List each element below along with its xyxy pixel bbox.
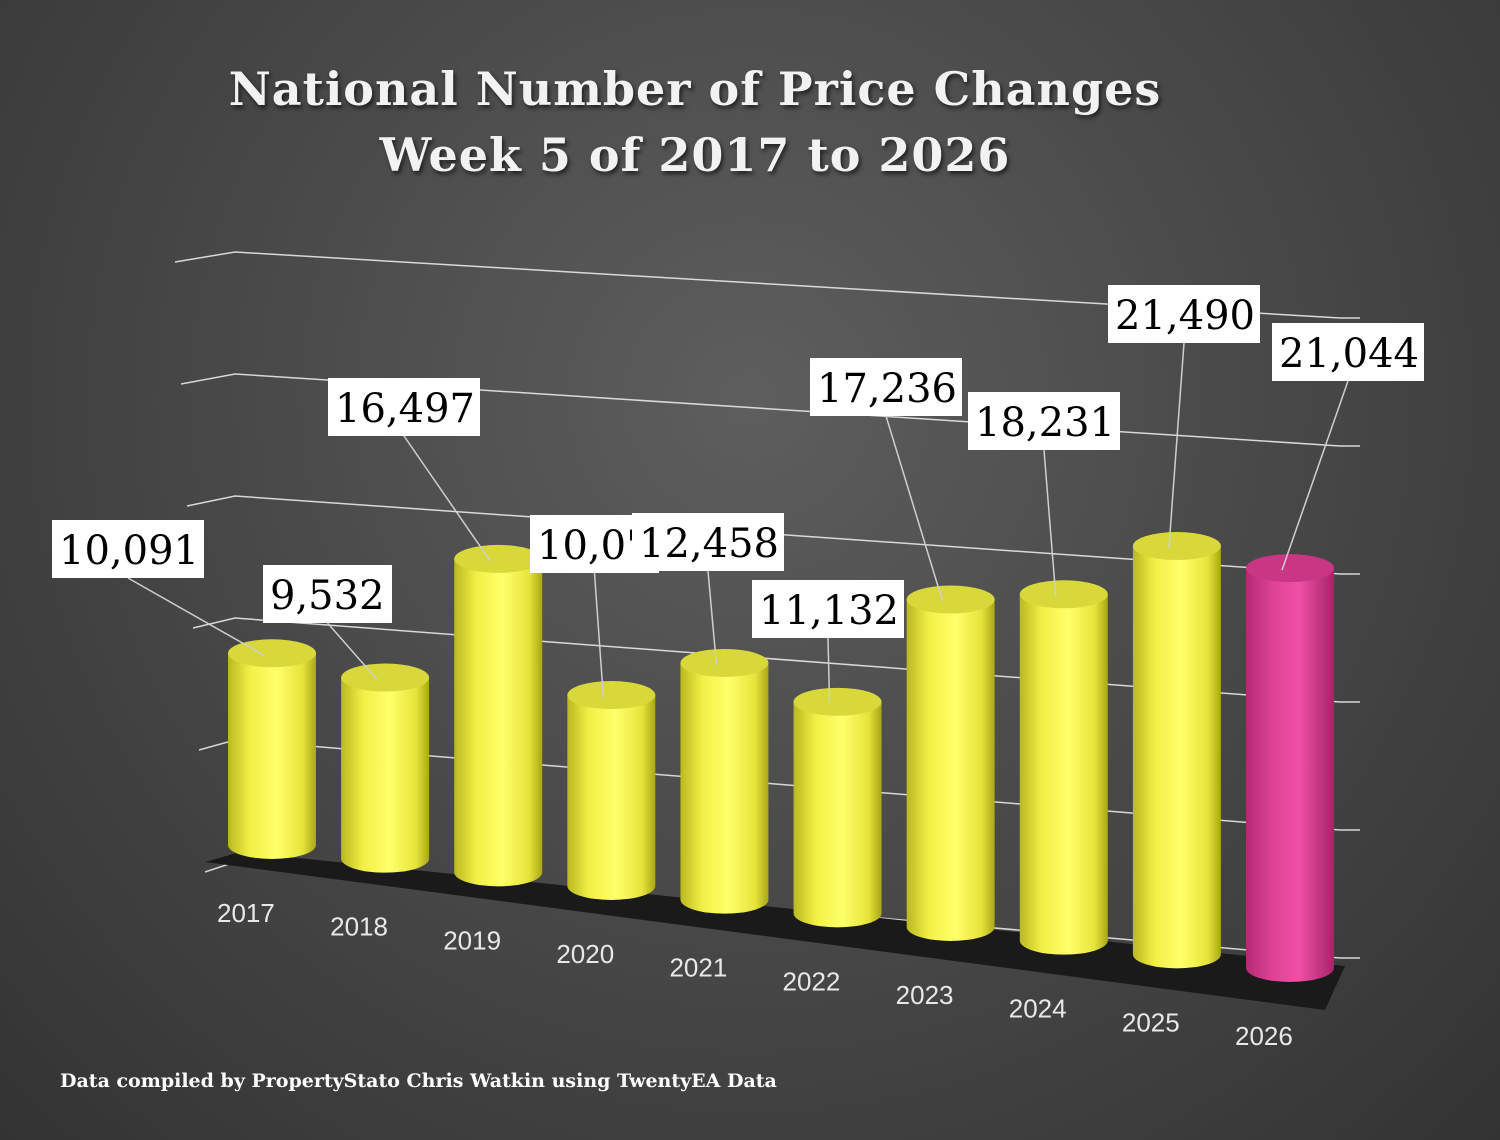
- leader-line: [593, 572, 605, 698]
- bar-2022: [793, 687, 882, 928]
- bar-2025: [1132, 532, 1221, 969]
- leader-line: [885, 415, 944, 602]
- gridline: [186, 495, 1360, 575]
- bar-top: [1246, 554, 1334, 583]
- data-label-2025: 21,490: [1108, 285, 1260, 343]
- data-label-box: [263, 565, 392, 623]
- x-tick-2020: 2020: [556, 939, 614, 969]
- bar-body: [1132, 546, 1221, 969]
- gridline: [192, 617, 1360, 703]
- data-label-text: 21,490: [1115, 293, 1255, 339]
- data-label-text: 10,0': [537, 523, 637, 569]
- data-label-text: 10,091: [59, 528, 199, 574]
- data-label-box: [810, 358, 962, 416]
- bar-body: [454, 558, 543, 887]
- bar-body: [1019, 594, 1108, 955]
- bar-2024: [1019, 580, 1108, 955]
- data-label-box: [1272, 323, 1424, 381]
- bar-2021: [680, 648, 769, 914]
- x-tick-2019: 2019: [443, 925, 501, 955]
- chart-title: National Number of Price Changes: [228, 62, 1162, 116]
- bar-top: [793, 687, 882, 716]
- bar-body: [341, 677, 430, 873]
- x-tick-2018: 2018: [330, 912, 388, 942]
- bar-body: [906, 599, 995, 941]
- bar-2020: [567, 681, 656, 901]
- bar-body: [228, 653, 316, 859]
- leader-line: [1043, 449, 1057, 597]
- data-label-box: [632, 513, 784, 571]
- chart-subtitle: Week 5 of 2017 to 2026: [379, 128, 1011, 182]
- x-tick-2021: 2021: [669, 953, 727, 983]
- data-label-box: [52, 520, 204, 578]
- data-label-text: 21,044: [1279, 331, 1419, 377]
- data-label-box: [328, 378, 480, 436]
- gridline: [198, 739, 1360, 831]
- bar-body: [1246, 568, 1334, 982]
- data-label-text: 11,132: [759, 588, 899, 634]
- bar-top: [567, 681, 656, 710]
- x-tick-2017: 2017: [217, 898, 275, 928]
- bar-2017: [228, 639, 316, 859]
- bar-2023: [906, 585, 995, 941]
- chart-floor: [205, 852, 1345, 1010]
- x-tick-2025: 2025: [1122, 1007, 1180, 1037]
- x-tick-2024: 2024: [1009, 994, 1067, 1024]
- data-label-text: 16,497: [335, 386, 475, 432]
- data-label-2018: 9,532: [263, 565, 392, 623]
- leader-line: [326, 622, 378, 681]
- bar-top: [906, 585, 995, 614]
- bar-top: [1132, 532, 1221, 561]
- leader-line: [827, 637, 831, 704]
- gridline: [180, 373, 1360, 447]
- source-note: Data compiled by PropertyStato Chris Wat…: [60, 1070, 777, 1092]
- leader-line: [127, 577, 265, 656]
- data-label-2017: 10,091: [52, 520, 204, 578]
- bar-2018: [341, 663, 430, 873]
- data-label-box: [968, 392, 1120, 450]
- data-label-text: 12,458: [639, 521, 779, 567]
- bar-body: [680, 662, 769, 914]
- bar-top: [228, 639, 316, 668]
- bar-2019: [454, 544, 543, 887]
- data-label-2021: 12,458: [632, 513, 784, 571]
- x-tick-2026: 2026: [1235, 1021, 1293, 1051]
- data-label-2022: 11,132: [752, 580, 904, 638]
- gridline: [174, 251, 1360, 319]
- data-label-2024: 18,231: [968, 392, 1120, 450]
- leader-line: [1168, 342, 1185, 549]
- bar-body: [793, 701, 882, 928]
- bar-body: [567, 695, 656, 901]
- leader-line: [707, 570, 718, 666]
- bar-top: [680, 648, 769, 677]
- bar-2026: [1246, 554, 1334, 982]
- data-label-2026: 21,044: [1272, 323, 1424, 381]
- leader-line: [403, 435, 491, 562]
- x-tick-2023: 2023: [896, 980, 954, 1010]
- bar-top: [1019, 580, 1108, 609]
- data-label-text: 18,231: [975, 400, 1115, 446]
- data-label-2019: 16,497: [328, 378, 480, 436]
- x-tick-2022: 2022: [783, 966, 841, 996]
- data-label-2023: 17,236: [810, 358, 962, 416]
- bar-top: [341, 663, 430, 692]
- data-label-text: 9,532: [270, 573, 385, 619]
- data-label-text: 17,236: [817, 366, 957, 412]
- data-label-box: [752, 580, 904, 638]
- data-label-box: [1108, 285, 1260, 343]
- leader-line: [1281, 380, 1349, 571]
- bar-top: [454, 544, 543, 573]
